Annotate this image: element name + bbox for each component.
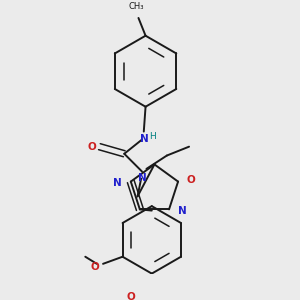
Text: H: H [149,133,156,142]
Text: N: N [113,178,122,188]
Text: O: O [126,292,135,300]
Text: N: N [178,206,187,216]
Text: N: N [140,134,149,144]
Text: O: O [88,142,97,152]
Text: O: O [91,262,100,272]
Text: O: O [187,175,196,185]
Text: CH₃: CH₃ [129,2,144,11]
Text: N: N [138,173,146,183]
